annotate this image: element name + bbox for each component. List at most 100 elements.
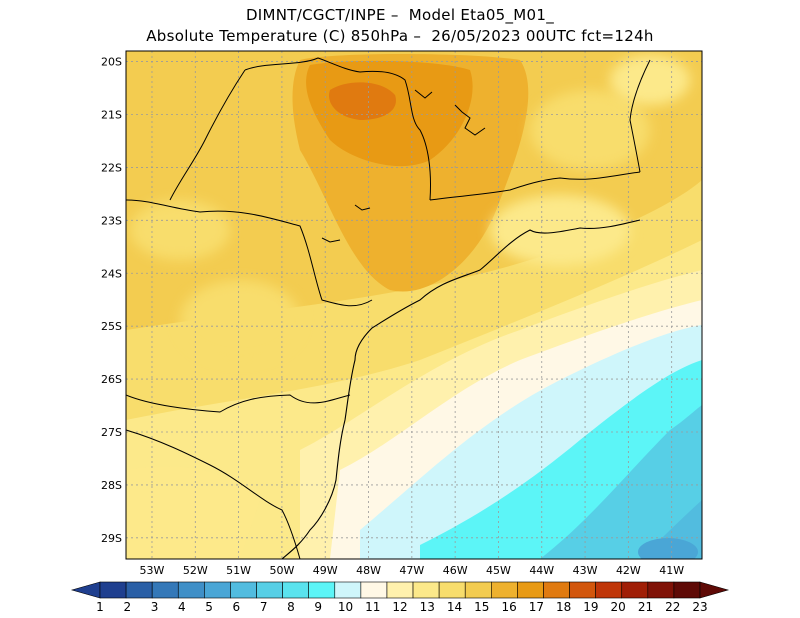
colorbar-label: 22: [665, 600, 680, 614]
colorbar-label: 1: [96, 600, 104, 614]
border-rj: [429, 171, 641, 201]
colorbar-arrow-right: [699, 581, 730, 599]
map-frame: [125, 50, 703, 560]
patch-13-e: [490, 195, 630, 265]
colorbar-arrow-left: [70, 581, 101, 599]
lat-tick-label: 25S: [101, 320, 122, 333]
colorbar-label: 4: [178, 600, 186, 614]
colorbar-swatch: [125, 581, 153, 599]
lat-tick-label: 23S: [101, 214, 122, 227]
colorbar-label: 3: [151, 600, 159, 614]
lon-tick-label: 49W: [313, 564, 338, 577]
patch-14-sw: [180, 280, 300, 360]
reservoir-4: [321, 237, 341, 243]
colorbar-label: 16: [501, 600, 516, 614]
lon-tick-label: 41W: [659, 564, 684, 577]
lon-tick-label: 47W: [399, 564, 424, 577]
field-8: [540, 405, 702, 559]
colorbar-label: 8: [287, 600, 295, 614]
lon-tick-label: 50W: [269, 564, 294, 577]
title-line-2: Absolute Temperature (C) 850hPa – 26/05/…: [146, 27, 654, 45]
lat-tick-label: 29S: [101, 532, 122, 545]
colorbar-label: 6: [233, 600, 241, 614]
lon-tick-label: 51W: [226, 564, 251, 577]
colorbar-label: 15: [474, 600, 489, 614]
colorbar-label: 11: [365, 600, 380, 614]
lat-tick-label: 21S: [101, 109, 122, 122]
colorbar-swatch: [647, 581, 675, 599]
longitude-labels: 53W 52W 51W 50W 49W 48W 47W 46W 45W 44W 43W 42W 41W: [140, 564, 685, 577]
patch-13-ne: [610, 55, 690, 105]
reservoir-3: [354, 204, 371, 211]
colorbar-label: 21: [638, 600, 653, 614]
reservoir-2: [414, 89, 433, 99]
colorbar-label: 7: [260, 600, 268, 614]
border-mg-sp: [244, 57, 431, 201]
patch-14-ne: [530, 90, 650, 170]
lon-tick-label: 48W: [356, 564, 381, 577]
lat-tick-label: 26S: [101, 373, 122, 386]
patch-14-w: [130, 200, 230, 260]
lon-tick-label: 42W: [616, 564, 641, 577]
coastline: [281, 219, 641, 559]
lon-tick-label: 44W: [529, 564, 554, 577]
colorbar-label: 10: [338, 600, 353, 614]
border-rs: [126, 429, 301, 559]
lon-tick-label: 52W: [183, 564, 208, 577]
temperature-field: [126, 51, 702, 559]
lat-tick-label: 24S: [101, 267, 122, 280]
field-18: [329, 82, 396, 120]
colorbar-swatch: [177, 581, 205, 599]
colorbar-swatch: [595, 581, 623, 599]
colorbar-swatch: [256, 581, 283, 599]
colorbar-swatch: [517, 581, 544, 599]
colorbar-label: 12: [392, 600, 407, 614]
title-line-1: DIMNT/CGCT/INPE – Model Eta05_M01_: [245, 6, 555, 24]
colorbar-swatch: [99, 581, 127, 599]
lat-tick-label: 20S: [101, 56, 122, 69]
colorbar-swatch: [151, 581, 179, 599]
colorbar-label: 19: [583, 600, 598, 614]
lon-tick-label: 46W: [443, 564, 468, 577]
border-pr: [126, 199, 373, 307]
lon-tick-label: 53W: [140, 564, 165, 577]
colorbar-label: 18: [556, 600, 571, 614]
colorbar-swatch: [334, 581, 362, 599]
colorbar-swatch: [386, 581, 414, 599]
colorbar-label: 2: [123, 600, 131, 614]
colorbar-swatch: [491, 581, 518, 599]
colorbar-label: 14: [447, 600, 462, 614]
colorbar-swatch: [543, 581, 570, 599]
lon-tick-label: 43W: [573, 564, 598, 577]
field-13b: [126, 466, 260, 559]
graticule: [126, 51, 702, 559]
colorbar-swatch: [230, 581, 257, 599]
lon-tick-label: 45W: [486, 564, 511, 577]
field-6: [638, 538, 698, 559]
border-es: [629, 59, 651, 173]
colorbar-label: 20: [611, 600, 626, 614]
reservoir-1: [454, 104, 486, 136]
border-ms: [169, 69, 246, 201]
border-sc: [126, 394, 351, 413]
colorbar-swatch: [673, 581, 701, 599]
colorbar-label: 23: [692, 600, 707, 614]
colorbar: 1 2 3 4 5 6 7 8 9 10 11 12 13 14 15 16 17 18 19 20 21 22 23: [70, 581, 730, 614]
colorbar-swatch: [282, 581, 309, 599]
lat-tick-label: 28S: [101, 479, 122, 492]
colorbar-swatch: [621, 581, 649, 599]
colorbar-label: 5: [205, 600, 213, 614]
colorbar-swatch: [464, 581, 492, 599]
lat-tick-label: 22S: [101, 161, 122, 174]
latitude-labels: 20S 21S 22S 23S 24S 25S 26S 27S 28S 29S: [101, 56, 122, 545]
colorbar-label: 13: [420, 600, 435, 614]
colorbar-swatch: [412, 581, 440, 599]
colorbar-label: 9: [314, 600, 322, 614]
colorbar-label: 17: [529, 600, 544, 614]
colorbar-swatch: [569, 581, 596, 599]
colorbar-swatch: [308, 581, 336, 599]
colorbar-swatch: [204, 581, 231, 599]
colorbar-swatch: [438, 581, 466, 599]
boundaries: [126, 57, 651, 559]
